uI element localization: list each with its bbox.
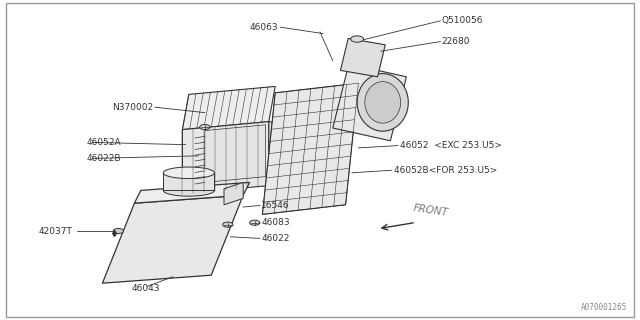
Polygon shape — [163, 173, 214, 190]
Polygon shape — [134, 182, 250, 203]
Text: 46052B<FOR 253.U5>: 46052B<FOR 253.U5> — [394, 166, 497, 175]
Text: 46022: 46022 — [261, 234, 289, 243]
Polygon shape — [163, 167, 214, 179]
Circle shape — [113, 228, 124, 234]
Text: 42037T: 42037T — [38, 227, 72, 236]
Polygon shape — [357, 74, 408, 131]
Text: 46063: 46063 — [250, 23, 278, 32]
Polygon shape — [269, 122, 320, 195]
Circle shape — [223, 222, 233, 227]
Text: 46052A: 46052A — [86, 138, 121, 147]
Text: FRONT: FRONT — [413, 203, 449, 218]
Text: 46052  <EXC 253.U5>: 46052 <EXC 253.U5> — [400, 141, 502, 150]
Circle shape — [351, 36, 364, 42]
Polygon shape — [102, 195, 243, 283]
Text: 46043: 46043 — [131, 284, 160, 293]
Text: N370002: N370002 — [113, 103, 154, 112]
Polygon shape — [333, 64, 406, 141]
Polygon shape — [340, 38, 385, 77]
Text: Q510056: Q510056 — [442, 16, 483, 25]
Text: 46083: 46083 — [261, 218, 290, 227]
Polygon shape — [163, 185, 214, 196]
Text: 46022B: 46022B — [86, 154, 121, 163]
Polygon shape — [224, 182, 243, 205]
Polygon shape — [182, 122, 269, 194]
Circle shape — [250, 220, 260, 225]
Text: 16546: 16546 — [261, 201, 290, 210]
Polygon shape — [262, 83, 358, 214]
Polygon shape — [182, 86, 275, 130]
Polygon shape — [365, 82, 401, 123]
Text: 22680: 22680 — [442, 37, 470, 46]
Circle shape — [200, 124, 210, 130]
Text: A070001265: A070001265 — [581, 303, 627, 312]
Polygon shape — [205, 125, 266, 182]
